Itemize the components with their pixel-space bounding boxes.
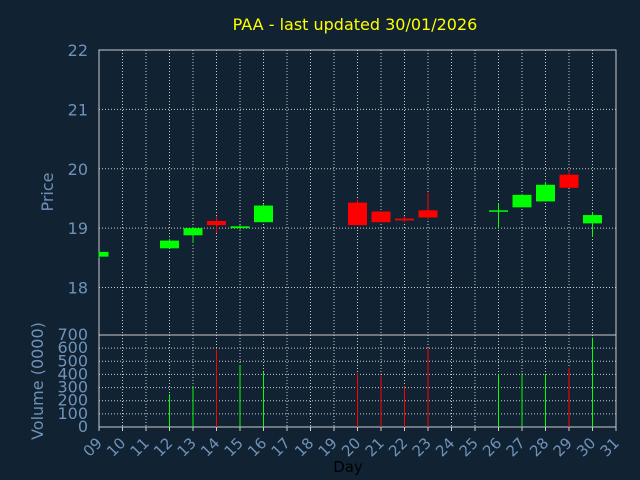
price-tick-label: 19 <box>68 219 88 238</box>
candle-body <box>254 205 273 223</box>
price-y-ticks: 18 19 20 21 22 <box>68 41 88 298</box>
candle-body <box>512 194 532 208</box>
candle <box>230 225 250 230</box>
volume-tick-label: 700 <box>57 325 88 344</box>
volume-tick-label: 500 <box>57 351 88 370</box>
volume-tick-label: 100 <box>57 404 88 423</box>
volume-tick-label: 400 <box>57 364 88 383</box>
candle-body <box>348 202 367 226</box>
candle <box>254 204 273 223</box>
candle <box>207 216 226 233</box>
chart-title: PAA - last updated 30/01/2026 <box>233 15 478 34</box>
volume-tick-label: 200 <box>57 391 88 410</box>
candle-body <box>99 251 109 257</box>
candle-body <box>583 215 602 224</box>
candle <box>489 203 508 229</box>
candle <box>536 181 555 202</box>
candle-body <box>230 226 250 229</box>
candle <box>160 238 179 249</box>
price-tick-label: 20 <box>68 160 88 179</box>
candle <box>395 216 414 223</box>
volume-tick-label: 600 <box>57 338 88 357</box>
x-axis-label: Day <box>333 458 363 476</box>
candle-body <box>371 211 391 223</box>
candle <box>371 211 391 223</box>
candle-body <box>559 174 579 188</box>
volume-axis-label: Volume (0000) <box>28 322 47 440</box>
price-tick-label: 22 <box>68 41 88 60</box>
price-tick-label: 21 <box>68 100 88 119</box>
candle <box>98 251 109 258</box>
candle <box>183 226 203 243</box>
candle-body <box>160 240 179 249</box>
candle <box>559 170 579 188</box>
volume-series <box>169 337 593 427</box>
candle <box>512 193 532 208</box>
volume-tick-label: 0 <box>78 417 88 436</box>
candle <box>583 212 602 238</box>
candle-body <box>536 184 555 202</box>
price-tick-label: 18 <box>68 279 88 298</box>
price-axis-label: Price <box>38 172 57 211</box>
candle <box>348 199 367 226</box>
candle-body <box>418 210 438 218</box>
candle-body <box>183 228 203 236</box>
candle-body <box>207 221 226 226</box>
candlestick-series <box>98 170 602 258</box>
candle-body <box>395 218 414 221</box>
volume-tick-label: 300 <box>57 378 88 397</box>
candle <box>418 192 438 220</box>
candle-body <box>489 210 508 212</box>
